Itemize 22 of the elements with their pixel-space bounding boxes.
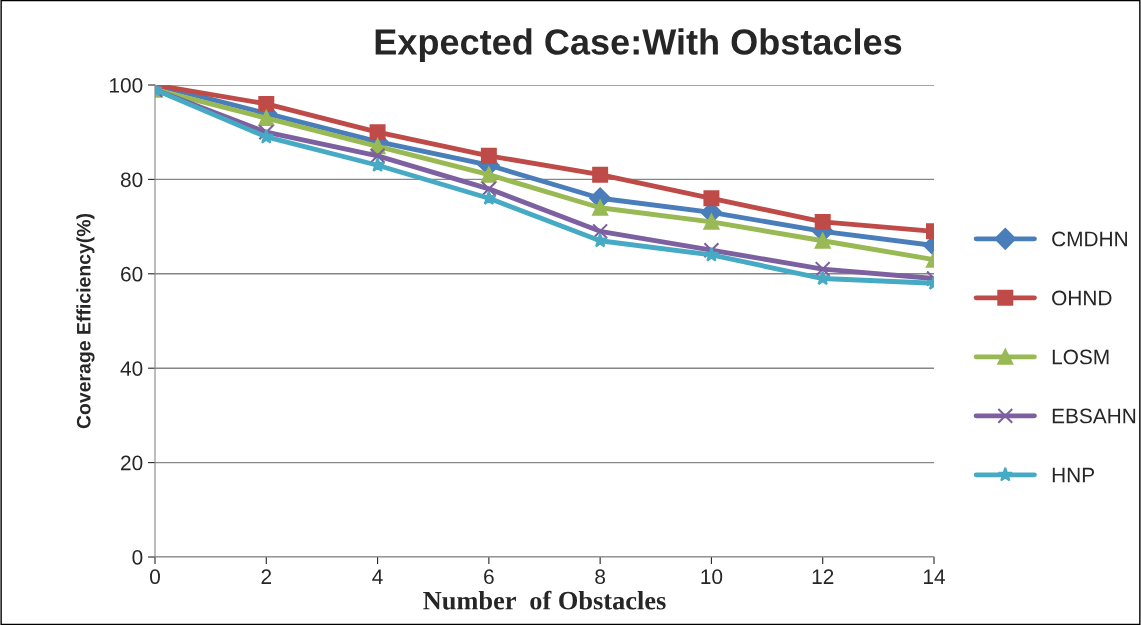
- x-tick-label: 4: [372, 569, 383, 584]
- y-tick-label: 100: [110, 78, 143, 93]
- y-tick-label: 60: [121, 266, 143, 282]
- y-axis-title: Coverage Efficiency(%): [76, 213, 95, 429]
- legend-label: LOSM: [1052, 349, 1109, 365]
- x-tick-label: 2: [261, 569, 272, 584]
- y-tick-label: 80: [120, 172, 143, 188]
- legend-label: HNP: [1052, 467, 1095, 483]
- y-tick-label: 20: [121, 455, 143, 471]
- x-tick-label: 14: [924, 569, 945, 584]
- y-tick-label: 0: [132, 550, 143, 565]
- legend-label: EBSAHN: [1052, 408, 1136, 424]
- chart-title: Expected Case:With Obstacles: [375, 28, 902, 62]
- x-axis-title: Number of Obstacles: [423, 590, 666, 610]
- x-tick-label: 6: [484, 569, 494, 585]
- x-tick-label: 0: [150, 569, 160, 585]
- x-tick-label: 12: [812, 569, 834, 584]
- legend-label: CMDHN: [1052, 231, 1127, 247]
- legend-label: OHND: [1052, 290, 1112, 306]
- y-tick-label: 40: [120, 361, 143, 376]
- x-tick-label: 10: [701, 569, 723, 585]
- x-tick-label: 8: [595, 569, 606, 585]
